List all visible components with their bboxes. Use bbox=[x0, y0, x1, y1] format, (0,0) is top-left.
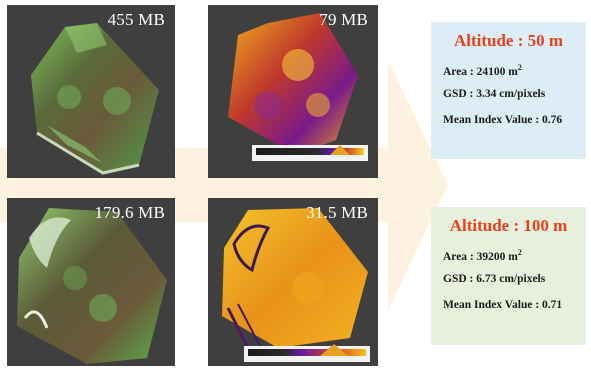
file-size-label: 179.6 MB bbox=[94, 203, 165, 222]
card-title: Altitude : 100 m bbox=[449, 216, 568, 235]
area-value: Area : 39200 m2 bbox=[443, 248, 522, 263]
mean-index-value: Mean Index Value : 0.71 bbox=[443, 299, 563, 311]
altitude-100-card: Altitude : 100 m Area : 39200 m2 GSD : 6… bbox=[431, 207, 586, 345]
file-size-label: 31.5 MB bbox=[306, 203, 368, 222]
orthomosaic-index-large: 79 MB bbox=[208, 5, 378, 178]
altitude-50-card: Altitude : 50 m Area : 24100 m2 GSD : 3.… bbox=[431, 22, 586, 159]
orthomosaic-rgb-small: 179.6 MB bbox=[7, 198, 175, 366]
gsd-value: GSD : 6.73 cm/pixels bbox=[443, 273, 546, 285]
orthomosaic-index-small: 31.5 MB bbox=[208, 198, 378, 366]
mean-index-value: Mean Index Value : 0.76 bbox=[443, 114, 563, 126]
orthomosaic-rgb-large: 455 MB bbox=[7, 5, 175, 178]
gsd-value: GSD : 3.34 cm/pixels bbox=[443, 88, 546, 100]
area-value: Area : 24100 m2 bbox=[443, 63, 522, 78]
card-title: Altitude : 50 m bbox=[453, 31, 564, 50]
file-size-label: 455 MB bbox=[107, 10, 165, 29]
file-size-label: 79 MB bbox=[319, 10, 368, 29]
